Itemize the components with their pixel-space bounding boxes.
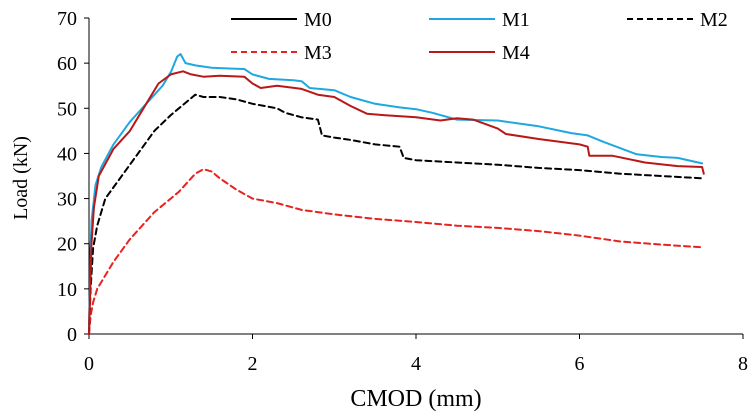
y-tick-label: 30 (57, 189, 77, 211)
y-tick-label: 0 (67, 324, 77, 346)
legend-label-m0: M0 (304, 9, 332, 31)
plot-area: 0 2 4 6 8 0 10 20 30 40 50 60 70 (57, 8, 748, 375)
y-tick-label: 50 (57, 98, 77, 120)
y-tick-label: 60 (57, 53, 77, 75)
x-tick-label: 6 (575, 353, 585, 375)
x-tick-label: 0 (84, 353, 94, 375)
legend-label-m2: M2 (700, 9, 728, 31)
y-tick-label: 40 (57, 143, 77, 165)
legend-label-m1: M1 (502, 9, 530, 31)
series-line-m2 (88, 93, 704, 335)
x-tick-label: 8 (738, 353, 748, 375)
series-line-m1 (88, 53, 704, 335)
y-axis-title: Load (kN) (10, 136, 32, 220)
x-tick-label: 2 (248, 353, 258, 375)
x-tick-label: 4 (411, 353, 421, 375)
y-tick-label: 10 (57, 279, 77, 301)
y-tick-label: 70 (57, 8, 77, 30)
legend: M0 M1 M2 M3 M4 (231, 9, 728, 64)
series-line-m4 (88, 70, 705, 335)
legend-label-m3: M3 (304, 42, 332, 64)
x-axis-title: CMOD (mm) (350, 386, 481, 412)
y-tick-label: 20 (57, 234, 77, 256)
series-layer (88, 53, 705, 335)
legend-label-m4: M4 (502, 42, 530, 64)
series-line-m3 (88, 168, 704, 335)
ticks-layer: 0 2 4 6 8 0 10 20 30 40 50 60 70 (57, 8, 748, 375)
